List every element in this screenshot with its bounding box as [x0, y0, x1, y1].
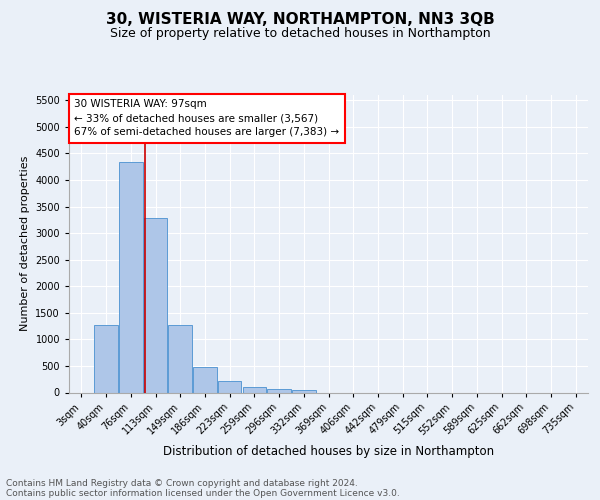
- Bar: [169, 325, 192, 392]
- Bar: [119, 162, 143, 392]
- Text: Contains public sector information licensed under the Open Government Licence v3: Contains public sector information licen…: [6, 488, 400, 498]
- Bar: [218, 381, 241, 392]
- Text: 30 WISTERIA WAY: 97sqm
← 33% of detached houses are smaller (3,567)
67% of semi-: 30 WISTERIA WAY: 97sqm ← 33% of detached…: [74, 100, 340, 138]
- Text: 30, WISTERIA WAY, NORTHAMPTON, NN3 3QB: 30, WISTERIA WAY, NORTHAMPTON, NN3 3QB: [106, 12, 494, 28]
- X-axis label: Distribution of detached houses by size in Northampton: Distribution of detached houses by size …: [163, 445, 494, 458]
- Bar: [144, 218, 167, 392]
- Bar: [292, 390, 316, 392]
- Y-axis label: Number of detached properties: Number of detached properties: [20, 156, 29, 332]
- Bar: [193, 367, 217, 392]
- Text: Contains HM Land Registry data © Crown copyright and database right 2024.: Contains HM Land Registry data © Crown c…: [6, 478, 358, 488]
- Bar: [268, 389, 291, 392]
- Text: Size of property relative to detached houses in Northampton: Size of property relative to detached ho…: [110, 28, 490, 40]
- Bar: [242, 387, 266, 392]
- Bar: [94, 325, 118, 392]
